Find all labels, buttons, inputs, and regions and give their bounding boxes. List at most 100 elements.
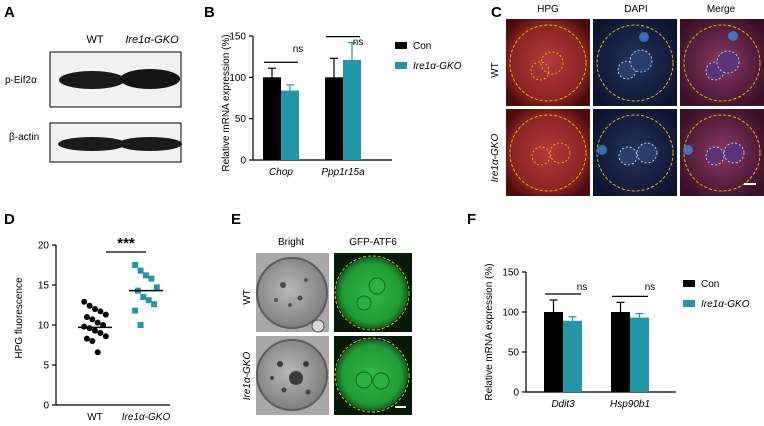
micro-e-row-gko: Ire1α-GKO (242, 352, 253, 401)
chart-f-ns-1: ns (577, 282, 588, 293)
bar-knockout (563, 320, 582, 392)
data-point-wt (94, 349, 101, 356)
data-point-wt (83, 335, 90, 342)
legend-swatch (683, 280, 695, 287)
nucleus-outline (636, 142, 658, 164)
oocyte-gfp (336, 339, 408, 411)
chart-f-ylabel: Relative mRNA expression (%) (484, 263, 495, 400)
blot-row-bactin: β-actin (9, 132, 39, 143)
x-tick-label: Ppp1r15a (321, 167, 365, 178)
y-tick-label: 100 (502, 308, 519, 319)
oocyte-outline (683, 24, 761, 102)
panel-label-b: B (204, 4, 215, 21)
data-point-wt (81, 298, 88, 305)
data-point-gko (140, 294, 147, 300)
y-tick-label: 10 (38, 321, 50, 332)
nucleus-outline (723, 142, 745, 164)
nucleus-outline (716, 50, 740, 74)
blot-column-gko: Ire1α-GKO (125, 34, 179, 46)
panel-label-c: C (491, 4, 502, 21)
panel-e: E Bright GFP-ATF6 WT Ire1α-GKO (231, 211, 412, 415)
cytoplasm-granule (281, 387, 287, 393)
cytoplasm-granule (289, 371, 303, 385)
bar-knockout (630, 317, 649, 392)
bar-control (611, 312, 630, 392)
oocyte-outline (334, 337, 410, 413)
bar-control (544, 312, 563, 392)
blot-row-peif2a: p-Eif2α (5, 75, 37, 86)
cytoplasm-granule (274, 298, 278, 302)
data-point-gko (151, 301, 158, 308)
nucleus-outline (618, 146, 638, 166)
oocyte-outline (596, 24, 674, 102)
data-point-wt (86, 302, 93, 309)
legend-swatch (395, 42, 407, 49)
panel-label-d: D (4, 211, 15, 228)
data-point-gko (132, 307, 139, 314)
data-point-wt (86, 325, 93, 332)
y-tick-label: 5 (43, 361, 49, 372)
micro-row-gko: Ire1α-GKO (490, 134, 501, 183)
data-point-gko (148, 275, 155, 282)
micro-hpg-gko (506, 109, 590, 196)
polar-body (639, 32, 649, 42)
data-point-wt (89, 338, 96, 344)
cytoplasm-granule (270, 376, 274, 380)
panel-c: C HPG DAPI Merge WT Ire1α-GKO (490, 4, 764, 196)
x-tick-label: Chop (269, 167, 293, 178)
micro-e-row-wt: WT (242, 289, 253, 305)
cytoplasm-granule (277, 361, 283, 367)
data-point-wt (97, 308, 104, 315)
panel-a: A WT Ire1α-GKO p-Eif2α β-actin (4, 4, 182, 163)
legend-swatch (683, 300, 695, 307)
chart-b-ns-2: ns (353, 37, 364, 48)
y-tick-label: 20 (38, 241, 50, 252)
cytoplasm-granule (303, 361, 309, 367)
data-point-wt (89, 316, 96, 323)
data-point-wt (102, 333, 109, 340)
nucleus (372, 372, 390, 390)
chart-f: 0 50 100 150 Ddit3 Hsp90b1 Con Ire1α-GKO (502, 268, 749, 411)
chart-d-ylabel: HPG fluorescence (14, 277, 25, 359)
data-point-wt (92, 327, 98, 334)
legend-label: Con (413, 41, 431, 52)
cytoplasm-granule (305, 389, 311, 395)
cytoplasm-granule (304, 278, 308, 282)
data-point-gko (143, 272, 149, 279)
blot-column-wt: WT (86, 34, 103, 46)
nucleus-outline (629, 49, 653, 73)
y-tick-label: 150 (502, 268, 519, 279)
micro-column-dapi: DAPI (624, 4, 647, 15)
x-tick-label: Ddit3 (551, 399, 575, 410)
blot-band-peif2a-wt (59, 71, 125, 89)
data-point-gko (153, 284, 160, 291)
scale-bar (744, 183, 756, 185)
chart-b: 0 50 100 150 Chop Ppp1r15a Con Ire1α-GKO (229, 32, 461, 179)
data-point-gko (145, 297, 152, 304)
cytoplasm-granule (288, 303, 292, 307)
bar-knockout (343, 59, 361, 161)
panel-label-a: A (4, 4, 15, 21)
data-point-gko (132, 262, 139, 268)
data-point-wt (83, 314, 90, 320)
blot-band-peif2a-gko (120, 69, 180, 89)
micro-row-wt: WT (490, 62, 501, 78)
chart-b-ylabel: Relative mRNA expression (%) (221, 34, 232, 171)
legend-label: Ire1α-GKO (701, 299, 750, 310)
data-point-gko (137, 322, 144, 328)
polar-body (728, 31, 738, 41)
bar-control (263, 77, 281, 160)
data-point-wt (100, 322, 107, 328)
panel-f: F Relative mRNA expression (%) 0 50 100 150… (467, 211, 750, 410)
micro-column-gfp: GFP-ATF6 (349, 237, 397, 248)
scale-bar (395, 406, 406, 408)
y-tick-label: 0 (43, 401, 49, 412)
oocyte-outline (509, 114, 587, 192)
nucleus (356, 295, 372, 311)
x-tick-label: Hsp90b1 (610, 399, 650, 410)
oocyte-outline (683, 114, 761, 192)
oocyte-gfp (336, 257, 408, 329)
nucleus-outline (530, 61, 550, 81)
chart-b-ns-1: ns (293, 44, 304, 55)
